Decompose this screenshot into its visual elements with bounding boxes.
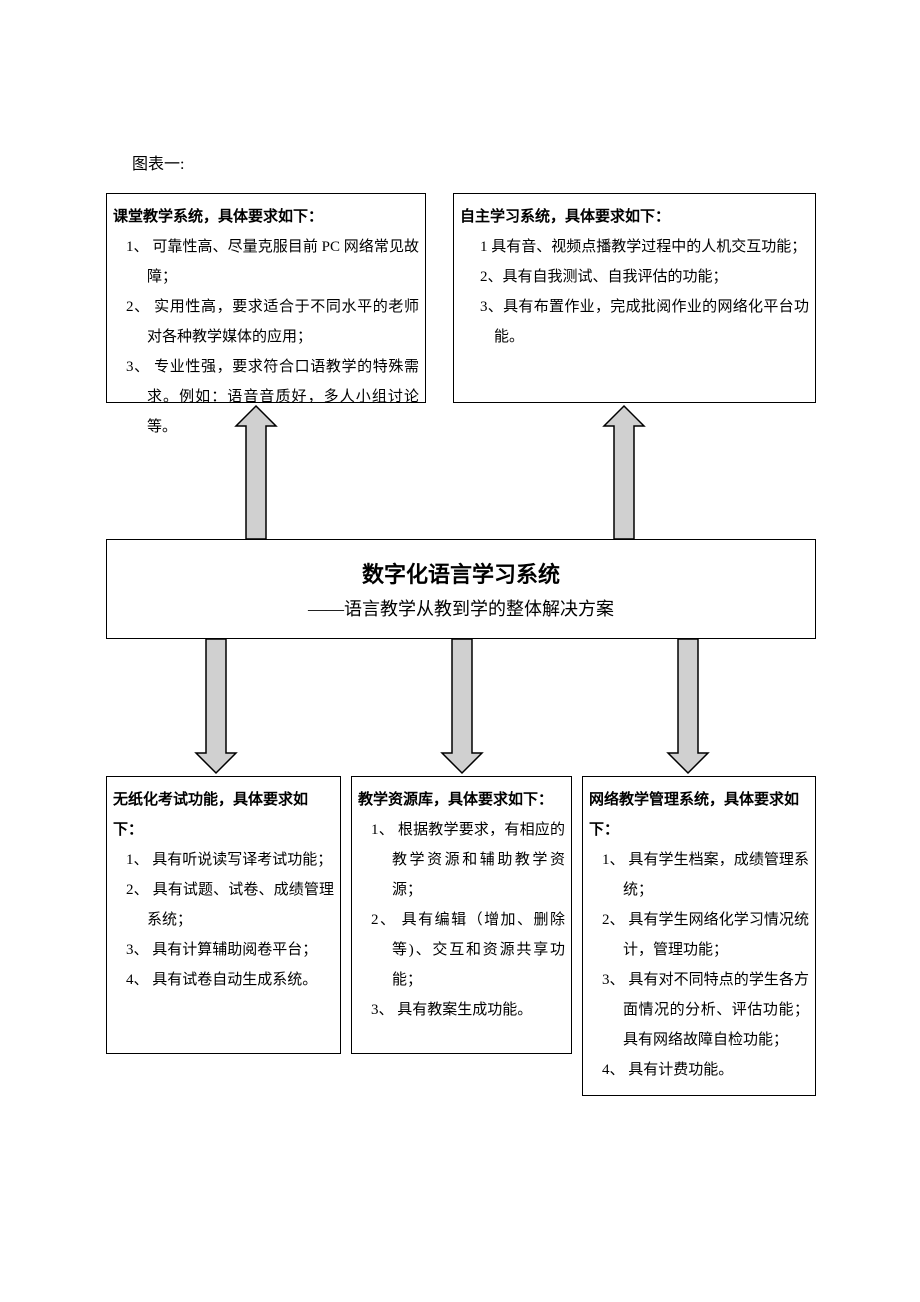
arrows-svg	[0, 0, 920, 1302]
